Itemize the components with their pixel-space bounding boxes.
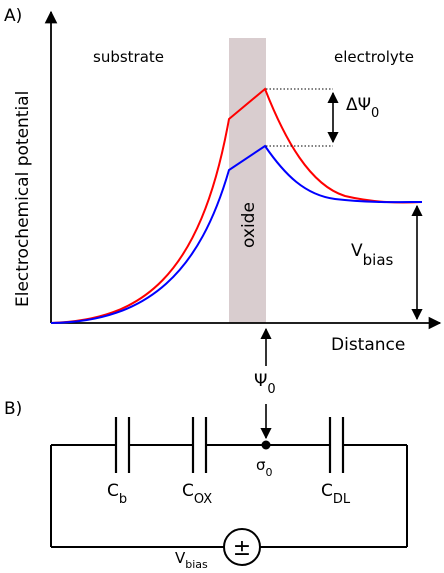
- electrolyte-label: electrolyte: [334, 48, 414, 66]
- oxide-label: oxide: [239, 202, 259, 248]
- circuit: [50, 444, 408, 548]
- capacitor-cdl: [328, 417, 345, 473]
- oxide-region: [229, 38, 266, 323]
- panel-a-label: A): [4, 6, 22, 26]
- voltage-source-glyph: ±: [233, 536, 251, 561]
- cdl-label: CDL: [321, 481, 351, 507]
- capacitor-cb: [114, 417, 131, 473]
- lower-potential-curve: [50, 144, 423, 324]
- cb-label: Cb: [107, 481, 127, 507]
- y-axis-label: Electrochemical potential: [13, 91, 33, 307]
- upper-potential-curve: [50, 87, 423, 324]
- source-vbias-label: Vbias: [175, 549, 208, 571]
- vbias-label: Vbias: [351, 241, 394, 269]
- sigma0-label: σ0: [256, 456, 273, 479]
- capacitor-cox: [191, 417, 208, 473]
- cox-label: COX: [182, 481, 212, 507]
- panel-b-label: B): [4, 399, 22, 419]
- surface-charge-node: [261, 440, 271, 450]
- voltage-source-icon: [223, 528, 261, 566]
- substrate-label: substrate: [93, 48, 164, 66]
- x-axis-label: Distance: [331, 335, 405, 355]
- delta-psi-label: ΔΨ0: [346, 95, 379, 121]
- psi0-label: Ψ0: [254, 371, 276, 397]
